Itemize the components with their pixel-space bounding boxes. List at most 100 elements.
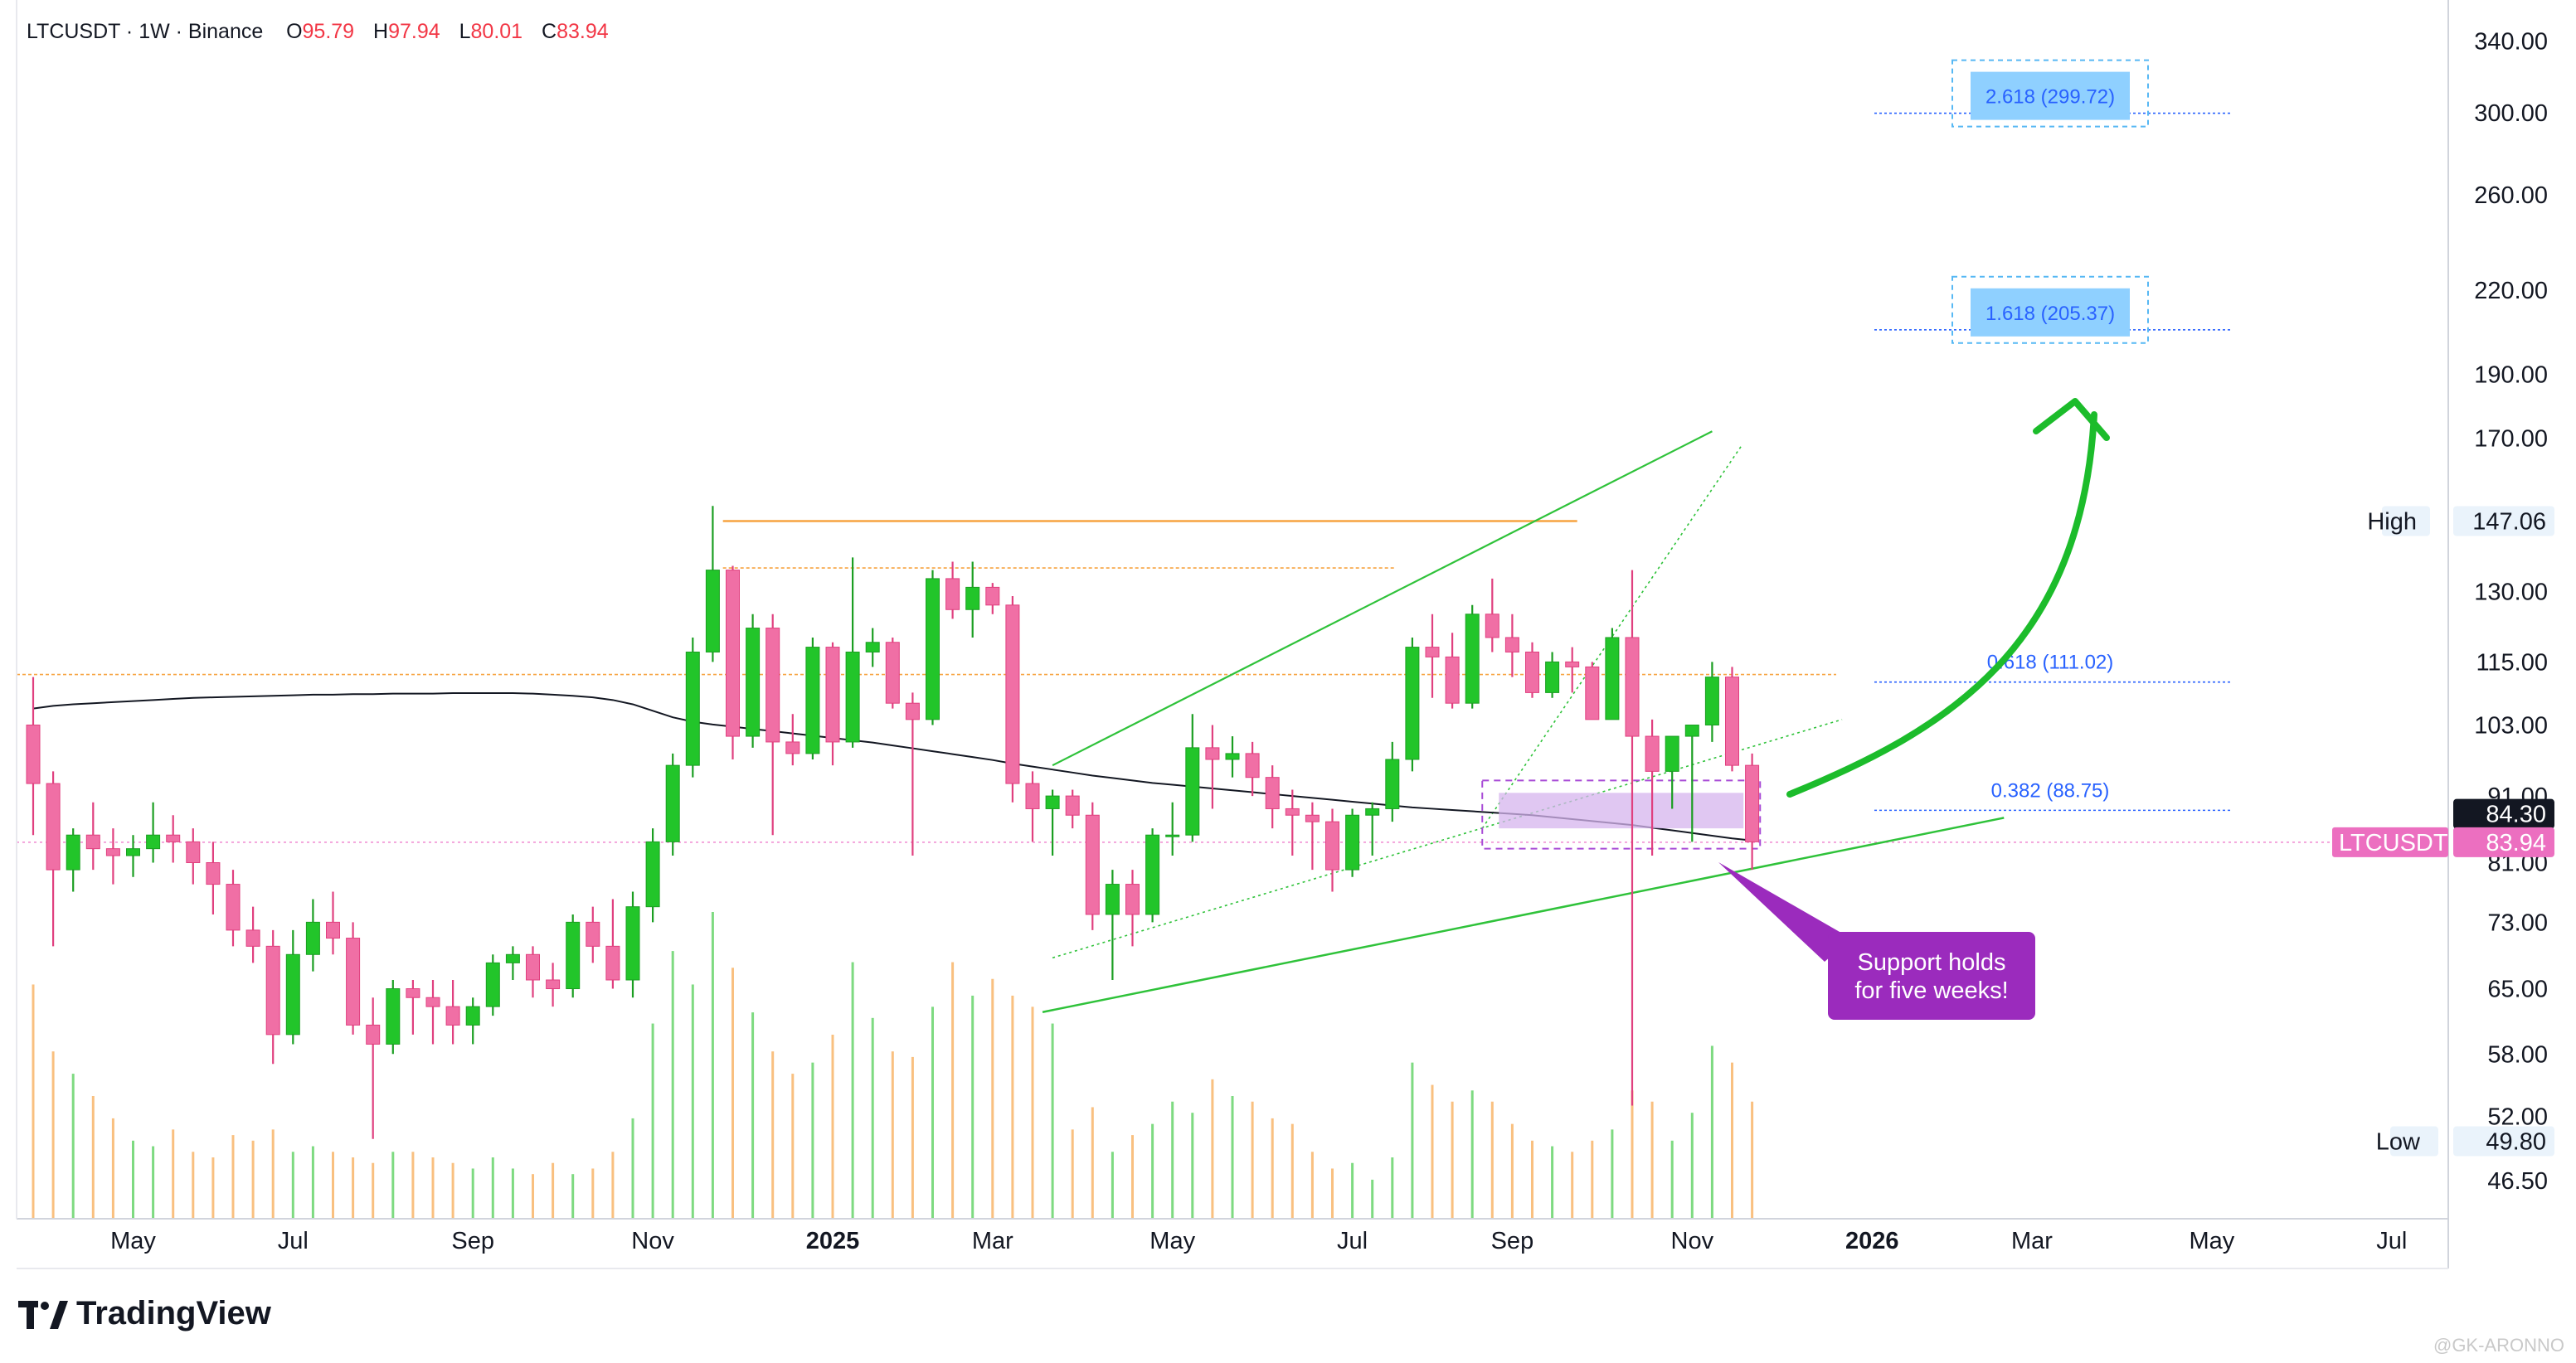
open-value: 95.79 [302, 20, 355, 43]
candle [1145, 828, 1160, 923]
candle [1545, 652, 1560, 698]
candle-body [85, 834, 100, 850]
volume-bar [1131, 1135, 1134, 1219]
y-tick-label: 220.00 [2474, 278, 2548, 304]
candle-body [386, 988, 401, 1045]
candle-body [1625, 637, 1640, 737]
volume-bar [1271, 1118, 1274, 1219]
candle-body [1325, 821, 1339, 871]
candle [1185, 714, 1200, 842]
candle [965, 561, 980, 638]
candle-body [285, 953, 300, 1036]
candle [245, 906, 260, 963]
volume-bar [251, 1140, 255, 1219]
candle-body [1105, 884, 1120, 915]
volume-bar [1391, 1157, 1394, 1219]
volume-bar [1571, 1152, 1574, 1219]
projection-arrow-head [2033, 398, 2110, 441]
y-tick-label: 130.00 [2474, 580, 2548, 606]
candle [425, 979, 440, 1045]
volume-bar [1650, 1101, 1654, 1219]
candle [1605, 628, 1620, 720]
close-label: C [542, 20, 557, 43]
volume-bar [1091, 1107, 1094, 1219]
volume-bar [1611, 1129, 1614, 1219]
candlesticks [26, 506, 1760, 1139]
candle [1245, 741, 1260, 797]
candle [85, 802, 100, 871]
candle [885, 637, 900, 709]
candle-body [1205, 747, 1220, 760]
y-tick-label: 340.00 [2474, 28, 2548, 55]
volume-bar [731, 968, 734, 1219]
volume-bar [91, 1096, 95, 1219]
candle-body [1704, 677, 1719, 726]
candle [66, 828, 80, 892]
candle-body [66, 834, 80, 871]
volume-bar [1331, 1168, 1334, 1219]
candle-body [1684, 725, 1699, 737]
volume-bar [871, 1017, 874, 1219]
low-value: 80.01 [470, 20, 523, 43]
volume-bar [291, 1152, 294, 1219]
candle-body [845, 651, 860, 743]
volume-bar [71, 1074, 75, 1219]
candle [1405, 637, 1420, 772]
candle [865, 628, 880, 667]
candle [985, 583, 1000, 614]
volume-bar [1111, 1152, 1114, 1219]
candle [845, 557, 860, 748]
volume-bar [451, 1162, 454, 1219]
candle-body [1565, 661, 1580, 667]
price-tags: High 147.06 Low 49.80 84.30 LTCUSDT 83.94 [2332, 506, 2554, 1157]
candle [465, 997, 480, 1045]
volume-bar [1451, 1101, 1454, 1219]
candle-body [1365, 808, 1380, 816]
candle-body [1665, 735, 1679, 772]
candle-body [485, 962, 500, 1007]
candle [1625, 570, 1640, 1106]
candle [905, 692, 920, 856]
candle [805, 637, 820, 759]
axes: 340.00300.00260.00220.00190.00170.00150.… [16, 0, 2548, 1269]
volume-bar [552, 1162, 555, 1219]
volume-bar [631, 1118, 634, 1219]
candle [566, 914, 581, 998]
volume-bar [532, 1174, 534, 1219]
candle-body [146, 834, 161, 850]
candle-body [445, 1006, 460, 1026]
candle [26, 677, 41, 836]
candle [766, 614, 780, 836]
volume-bar [332, 1152, 334, 1219]
low-label: Low [2376, 1129, 2421, 1156]
projection-arrow-shaft [1786, 411, 2097, 798]
high-value-tag: 147.06 [2472, 508, 2546, 535]
candle-body [746, 628, 761, 737]
volume-bar [911, 1056, 914, 1219]
candle [526, 946, 540, 998]
candle-body [645, 841, 660, 908]
candle-body [785, 741, 800, 754]
current-price-tag-bg [2453, 827, 2554, 857]
candle-body [605, 945, 620, 981]
volume-bar [1290, 1123, 1294, 1219]
high-value-tag-bg [2453, 506, 2554, 536]
candle [605, 899, 620, 989]
fib-label-bg [1971, 288, 2130, 337]
candle [1065, 789, 1080, 829]
candle-body [1005, 604, 1020, 784]
candle [1704, 662, 1719, 742]
low-value-tag: 49.80 [2486, 1129, 2546, 1156]
volume-bar [571, 1174, 575, 1219]
fib-label: 0.382 (88.75) [1991, 779, 2110, 802]
symbol-label[interactable]: LTCUSDT · 1W · Binance [27, 20, 264, 43]
callout-box [1828, 932, 2035, 1020]
candle-body [1125, 884, 1140, 915]
tradingview-logo[interactable]: TradingView [18, 1295, 271, 1332]
candle [1585, 662, 1600, 720]
high-label: H [373, 20, 389, 43]
volume-bar [1251, 1101, 1254, 1219]
candle-body [805, 647, 820, 754]
candle-body [1145, 834, 1160, 915]
